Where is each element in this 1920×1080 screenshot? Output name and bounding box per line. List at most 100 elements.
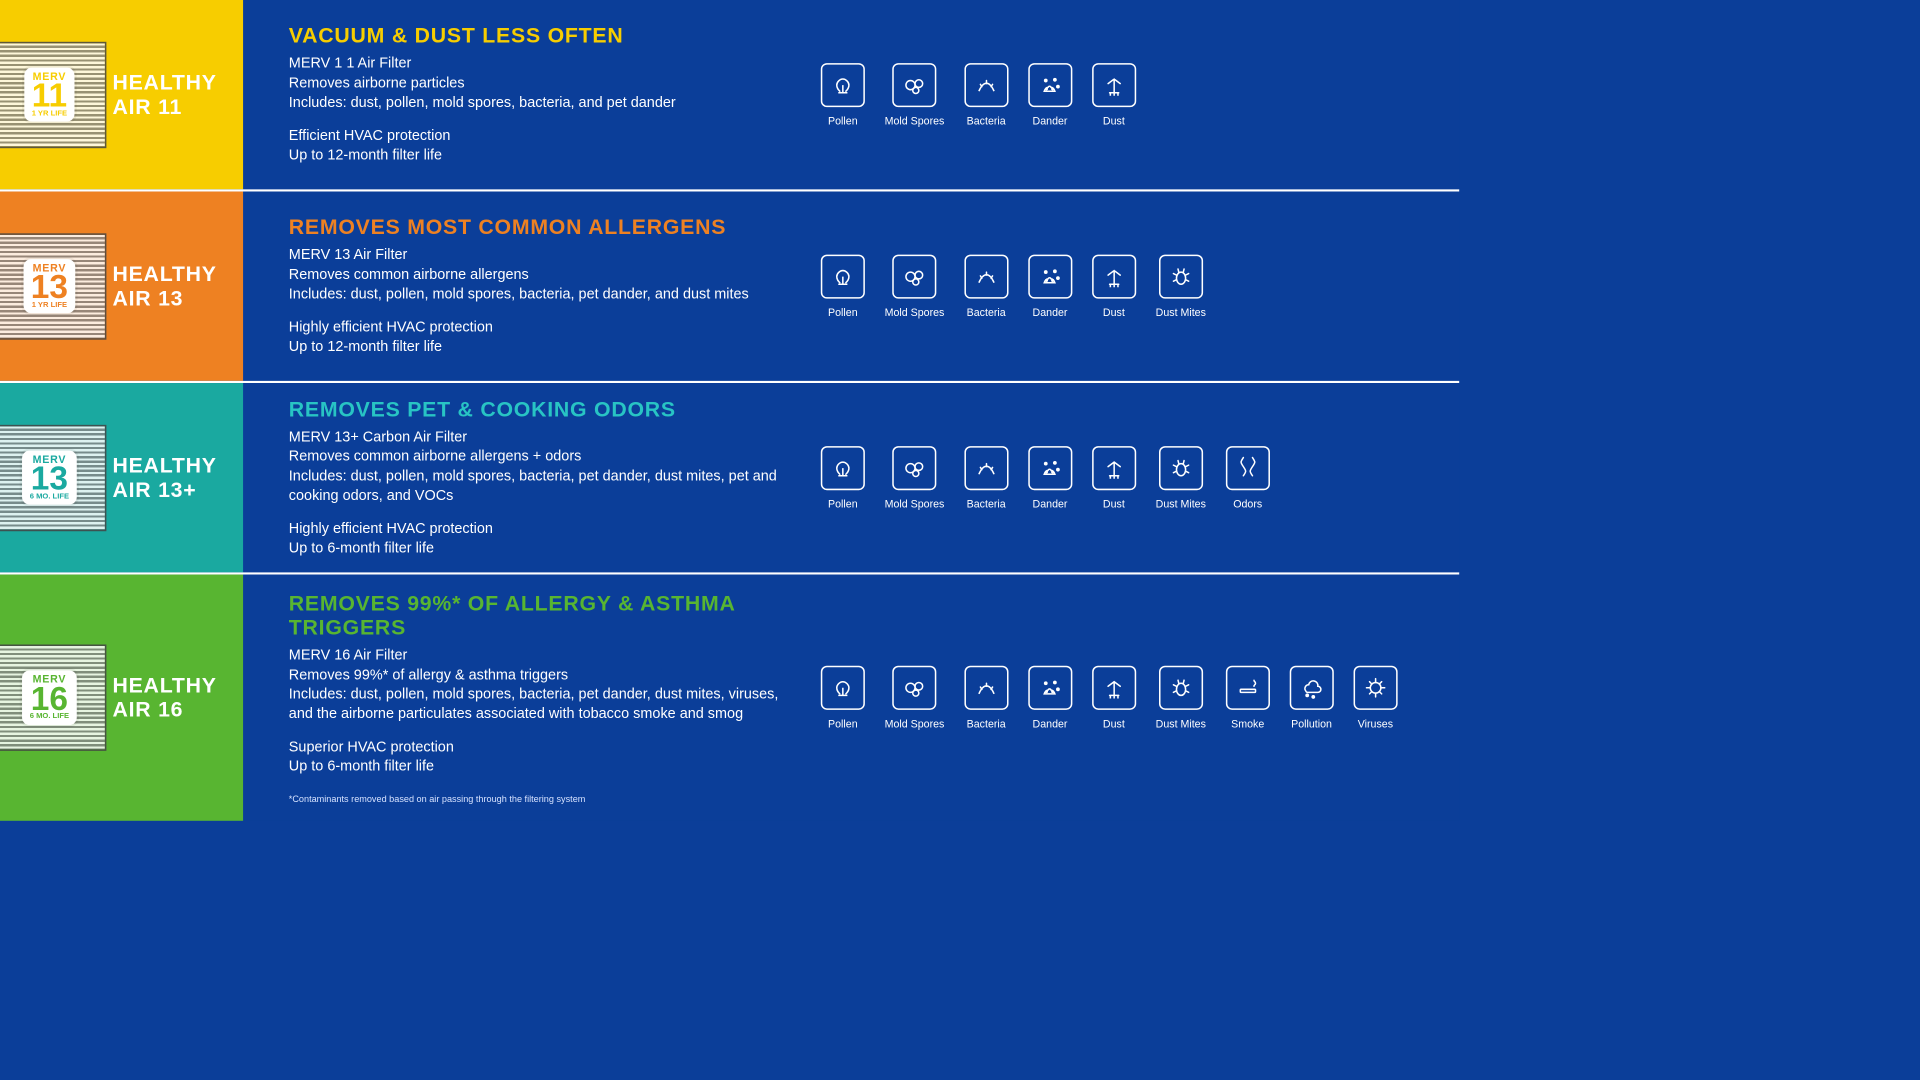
dust-icon	[1092, 446, 1136, 490]
body-line: MERV 13 Air Filter	[289, 246, 791, 265]
mold-icon	[892, 666, 936, 710]
copy-block: REMOVES MOST COMMON ALLERGENS MERV 13 Air…	[289, 215, 791, 357]
body-line: MERV 1 1 Air Filter	[289, 54, 791, 73]
body-line: MERV 13+ Carbon Air Filter	[289, 428, 791, 447]
body-text: MERV 1 1 Air FilterRemoves airborne part…	[289, 54, 791, 165]
filter-graphic: MERV136 MO. LIFE	[0, 413, 99, 542]
body-line: Up to 12-month filter life	[289, 337, 791, 356]
product-row: MERV136 MO. LIFE HEALTHYAIR 13+ REMOVES PE…	[0, 383, 1459, 575]
product-row: MERV166 MO. LIFE HEALTHYAIR 16 REMOVES 99%…	[0, 575, 1459, 821]
dander-icon	[1028, 63, 1072, 107]
mite-icon	[1159, 254, 1203, 298]
body-line: Superior HVAC protection	[289, 738, 791, 757]
icon-item: Dander	[1028, 446, 1072, 510]
side-label: HEALTHYAIR 11	[112, 70, 216, 119]
side-label-2: AIR 13+	[112, 478, 216, 502]
body-line: Up to 6-month filter life	[289, 757, 791, 776]
side-panel: MERV111 YR LIFE HEALTHYAIR 11	[0, 0, 243, 189]
body-line: MERV 16 Air Filter	[289, 646, 791, 665]
body-line: Includes: dust, pollen, mold spores, bac…	[289, 467, 791, 506]
icon-label: Bacteria	[967, 497, 1006, 509]
side-label-2: AIR 11	[112, 95, 216, 119]
icon-item: Viruses	[1353, 666, 1397, 730]
body-line: Up to 12-month filter life	[289, 146, 791, 165]
icon-label: Pollen	[828, 114, 858, 126]
content-panel: REMOVES 99%* OF ALLERGY & ASTHMA TRIGGER…	[243, 575, 1459, 821]
copy-block: VACUUM & DUST LESS OFTEN MERV 1 1 Air Fil…	[289, 24, 791, 166]
mold-icon	[892, 63, 936, 107]
icon-item: Smoke	[1226, 666, 1270, 730]
dander-icon	[1028, 446, 1072, 490]
side-label-2: AIR 16	[112, 698, 216, 722]
icon-item: Bacteria	[964, 63, 1008, 127]
icon-item: Dander	[1028, 666, 1072, 730]
badge-life: 1 YR LIFE	[31, 302, 68, 308]
side-label: HEALTHYAIR 13+	[112, 453, 216, 502]
icon-label: Viruses	[1358, 717, 1393, 729]
side-label-1: HEALTHY	[112, 673, 216, 697]
icon-item: Mold Spores	[885, 666, 945, 730]
icon-item: Mold Spores	[885, 446, 945, 510]
icon-label: Smoke	[1231, 717, 1264, 729]
side-panel: MERV166 MO. LIFE HEALTHYAIR 16	[0, 575, 243, 821]
icon-label: Dust	[1103, 114, 1125, 126]
pollen-icon	[821, 63, 865, 107]
headline: REMOVES PET & COOKING ODORS	[289, 397, 791, 421]
body-line: Removes common airborne allergens	[289, 265, 791, 284]
pollen-icon	[821, 666, 865, 710]
icon-item: Mold Spores	[885, 63, 945, 127]
icon-item: Bacteria	[964, 666, 1008, 730]
filter-graphic: MERV166 MO. LIFE	[0, 633, 99, 762]
product-row: MERV111 YR LIFE HEALTHYAIR 11 VACUUM & DUS…	[0, 0, 1459, 192]
icon-label: Mold Spores	[885, 306, 945, 318]
merv-badge: MERV166 MO. LIFE	[22, 670, 76, 725]
copy-block: REMOVES 99%* OF ALLERGY & ASTHMA TRIGGER…	[289, 591, 791, 804]
smoke-icon	[1226, 666, 1270, 710]
icon-item: Dander	[1028, 63, 1072, 127]
merv-badge: MERV111 YR LIFE	[24, 67, 75, 122]
headline: REMOVES MOST COMMON ALLERGENS	[289, 215, 791, 239]
dust-icon	[1092, 254, 1136, 298]
icon-item: Pollen	[821, 254, 865, 318]
icon-label: Dust	[1103, 717, 1125, 729]
dander-icon	[1028, 666, 1072, 710]
icon-item: Bacteria	[964, 446, 1008, 510]
icon-label: Dander	[1033, 306, 1068, 318]
icon-item: Dust	[1092, 63, 1136, 127]
content-panel: REMOVES PET & COOKING ODORS MERV 13+ Carb…	[243, 383, 1459, 572]
icon-label: Pollution	[1291, 717, 1332, 729]
side-label-1: HEALTHY	[112, 70, 216, 94]
icon-label: Bacteria	[967, 717, 1006, 729]
bacteria-icon	[964, 666, 1008, 710]
icon-label: Dander	[1033, 114, 1068, 126]
icon-item: Pollen	[821, 63, 865, 127]
mite-icon	[1159, 666, 1203, 710]
filter-graphic: MERV111 YR LIFE	[0, 30, 99, 159]
icon-item: Pollution	[1290, 666, 1334, 730]
icon-label: Mold Spores	[885, 717, 945, 729]
body-line: Removes airborne particles	[289, 74, 791, 93]
badge-life: 6 MO. LIFE	[30, 494, 69, 500]
icon-item: Dust	[1092, 666, 1136, 730]
filter-graphic: MERV131 YR LIFE	[0, 222, 99, 351]
icon-item: Pollen	[821, 446, 865, 510]
badge-number: 11	[32, 81, 67, 111]
dust-icon	[1092, 666, 1136, 710]
icon-label: Pollen	[828, 306, 858, 318]
bacteria-icon	[964, 254, 1008, 298]
icon-item: Dust	[1092, 254, 1136, 318]
headline: VACUUM & DUST LESS OFTEN	[289, 24, 791, 48]
side-label-1: HEALTHY	[112, 262, 216, 286]
merv-badge: MERV131 YR LIFE	[23, 259, 75, 314]
icon-item: Mold Spores	[885, 254, 945, 318]
pollen-icon	[821, 254, 865, 298]
product-row: MERV131 YR LIFEHEALTHYAIR 13REMOVES MOST…	[0, 192, 1459, 384]
icon-label: Dust Mites	[1156, 306, 1206, 318]
badge-life: 1 YR LIFE	[32, 111, 67, 117]
icon-label: Pollen	[828, 717, 858, 729]
headline: REMOVES 99%* OF ALLERGY & ASTHMA TRIGGER…	[289, 591, 791, 640]
icon-item: Odors	[1226, 446, 1270, 510]
mite-icon	[1159, 446, 1203, 490]
body-text: MERV 16 Air FilterRemoves 99%* of allerg…	[289, 646, 791, 777]
icon-label: Dander	[1033, 717, 1068, 729]
